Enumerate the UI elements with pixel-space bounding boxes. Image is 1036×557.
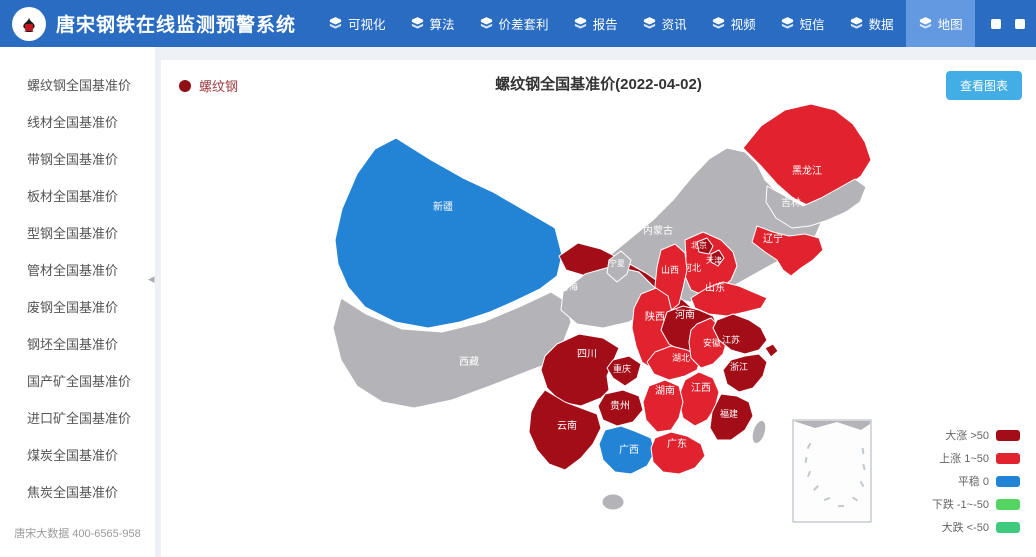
layers-icon xyxy=(642,16,657,31)
province-吉林[interactable] xyxy=(765,178,867,229)
nine-dash-line xyxy=(804,442,866,508)
province-上海[interactable] xyxy=(764,343,779,358)
province-贵州[interactable] xyxy=(597,389,644,427)
main-nav: 可视化 算法 价差套利 报告 资讯 视频 短信 数据 地图 xyxy=(316,0,975,47)
nav-item-算法[interactable]: 算法 xyxy=(398,0,467,47)
map-legend-label: 大涨 >50 xyxy=(945,430,989,442)
nav-item-label: 算法 xyxy=(429,18,455,32)
nav-item-label: 可视化 xyxy=(348,18,386,32)
sidebar-item-废钢全国基准价[interactable]: 废钢全国基准价 xyxy=(27,300,119,315)
sidebar-item-螺纹钢全国基准价[interactable]: 螺纹钢全国基准价 xyxy=(27,78,132,93)
nav-item-资讯[interactable]: 资讯 xyxy=(630,0,699,47)
view-chart-button[interactable]: 查看图表 xyxy=(945,71,1022,100)
layers-icon xyxy=(410,16,425,31)
sidebar-item-进口矿全国基准价[interactable]: 进口矿全国基准价 xyxy=(27,411,132,426)
layers-icon xyxy=(780,16,795,31)
nav-item-label: 短信 xyxy=(799,18,825,32)
sidebar-item-管材全国基准价[interactable]: 管材全国基准价 xyxy=(27,263,119,278)
series-dot-icon xyxy=(179,79,191,92)
header-mini-icons xyxy=(975,0,1036,47)
province-黑龙江[interactable] xyxy=(742,103,872,207)
nav-item-label: 地图 xyxy=(937,18,963,32)
header-mini-icon[interactable] xyxy=(1014,18,1025,29)
sidebar-collapse-icon[interactable]: ◂ xyxy=(148,271,155,286)
sidebar-item-型钢全国基准价[interactable]: 型钢全国基准价 xyxy=(27,226,119,241)
layers-icon xyxy=(711,16,726,31)
province-辽宁[interactable] xyxy=(751,225,824,277)
province-台湾[interactable] xyxy=(750,419,769,446)
map-legend-item-大涨 >50[interactable]: 大涨 >50 xyxy=(932,427,1020,443)
logo-red-mark xyxy=(25,23,33,31)
nav-item-label: 数据 xyxy=(868,18,894,32)
map-legend-label: 平稳 0 xyxy=(957,476,989,488)
map-legend-item-上涨 1~50[interactable]: 上涨 1~50 xyxy=(932,450,1020,466)
page-body: 螺纹钢全国基准价 线材全国基准价 带钢全国基准价 板材全国基准价 型钢全国基准价 管材全国… xyxy=(0,47,1036,557)
sidebar-list: 螺纹钢全国基准价 线材全国基准价 带钢全国基准价 板材全国基准价 型钢全国基准价 管材全国… xyxy=(0,47,155,513)
sidebar-item-板材全国基准价[interactable]: 板材全国基准价 xyxy=(27,189,119,204)
nav-item-可视化[interactable]: 可视化 xyxy=(316,0,398,47)
map-legend-item-平稳 0[interactable]: 平稳 0 xyxy=(932,473,1020,489)
nav-item-数据[interactable]: 数据 xyxy=(837,0,906,47)
province-浙江[interactable] xyxy=(722,353,768,393)
nav-item-短信[interactable]: 短信 xyxy=(768,0,837,47)
map-legend-swatch xyxy=(996,452,1020,464)
map-legend-label: 上涨 1~50 xyxy=(939,453,989,465)
inset-coast-shape xyxy=(794,421,870,430)
map-legend-swatch xyxy=(996,498,1020,510)
nav-item-label: 价差套利 xyxy=(498,18,549,32)
sidebar-item-国产矿全国基准价[interactable]: 国产矿全国基准价 xyxy=(27,374,132,389)
header-mini-icon[interactable] xyxy=(990,18,1001,29)
sidebar-item-钢坯全国基准价[interactable]: 钢坯全国基准价 xyxy=(27,337,119,352)
nav-item-label: 视频 xyxy=(730,18,756,32)
app-title: 唐宋钢铁在线监测预警系统 xyxy=(56,15,297,36)
province-广西[interactable] xyxy=(598,425,656,475)
south-china-sea-inset xyxy=(792,419,872,523)
province-云南[interactable] xyxy=(528,389,602,471)
series-legend[interactable]: 螺纹钢 xyxy=(179,76,238,95)
province-湖北[interactable] xyxy=(646,345,702,381)
nav-item-地图[interactable]: 地图 xyxy=(905,0,975,47)
province-福建[interactable] xyxy=(709,393,754,441)
map-legend-label: 下跌 -1~-50 xyxy=(931,499,989,511)
province-海南[interactable] xyxy=(601,493,625,511)
layers-icon xyxy=(918,16,933,31)
layers-icon xyxy=(328,16,343,31)
layers-icon xyxy=(573,16,588,31)
province-宁夏[interactable] xyxy=(606,250,632,283)
province-湖南[interactable] xyxy=(642,379,684,433)
province-江苏[interactable] xyxy=(712,313,768,355)
brand-logo-icon: ♠ xyxy=(12,6,46,41)
nav-item-价差套利[interactable]: 价差套利 xyxy=(467,0,561,47)
sidebar-item-线材全国基准价[interactable]: 线材全国基准价 xyxy=(27,115,119,130)
map-legend-swatch xyxy=(996,521,1020,533)
province-天津[interactable] xyxy=(710,249,725,267)
sidebar-footer: 唐宋大数据 400-6565-958 xyxy=(14,528,141,540)
sidebar: 螺纹钢全国基准价 线材全国基准价 带钢全国基准价 板材全国基准价 型钢全国基准价 管材全国… xyxy=(0,47,156,557)
province-北京[interactable] xyxy=(696,237,714,255)
map-legend-swatch xyxy=(996,475,1020,487)
province-广东[interactable] xyxy=(650,431,706,475)
sidebar-item-焦炭全国基准价[interactable]: 焦炭全国基准价 xyxy=(27,485,119,500)
nav-item-label: 资讯 xyxy=(661,18,687,32)
sidebar-item-带钢全国基准价[interactable]: 带钢全国基准价 xyxy=(27,152,119,167)
map-legend-label: 大跌 <-50 xyxy=(941,522,989,534)
sidebar-item-煤炭全国基准价[interactable]: 煤炭全国基准价 xyxy=(27,448,119,463)
china-map: 新疆西藏内蒙古甘肃青海宁夏黑龙江吉林辽宁河北北京天津山东山西陕西河南湖北安徽江苏… xyxy=(332,103,872,523)
map-legend-item-大跌 <-50[interactable]: 大跌 <-50 xyxy=(932,519,1020,535)
layers-icon xyxy=(849,16,864,31)
series-legend-label: 螺纹钢 xyxy=(199,79,239,94)
map-legend-item-下跌 -1~-50[interactable]: 下跌 -1~-50 xyxy=(932,496,1020,512)
app-logo[interactable]: ♠ 唐宋钢铁在线监测预警系统 xyxy=(0,0,316,47)
layers-icon xyxy=(479,16,494,31)
nav-item-报告[interactable]: 报告 xyxy=(561,0,630,47)
nav-item-视频[interactable]: 视频 xyxy=(699,0,768,47)
map-legend: 大涨 >50 上涨 1~50 平稳 0 下跌 -1~-50 大跌 <-50 xyxy=(932,420,1020,535)
province-重庆[interactable] xyxy=(606,355,642,387)
nav-item-label: 报告 xyxy=(592,18,618,32)
map-legend-swatch xyxy=(996,429,1020,441)
map-panel: 螺纹钢 螺纹钢全国基准价(2022-04-02) 查看图表 新疆西藏内蒙古甘肃青… xyxy=(161,60,1036,557)
province-新疆[interactable] xyxy=(334,137,563,329)
